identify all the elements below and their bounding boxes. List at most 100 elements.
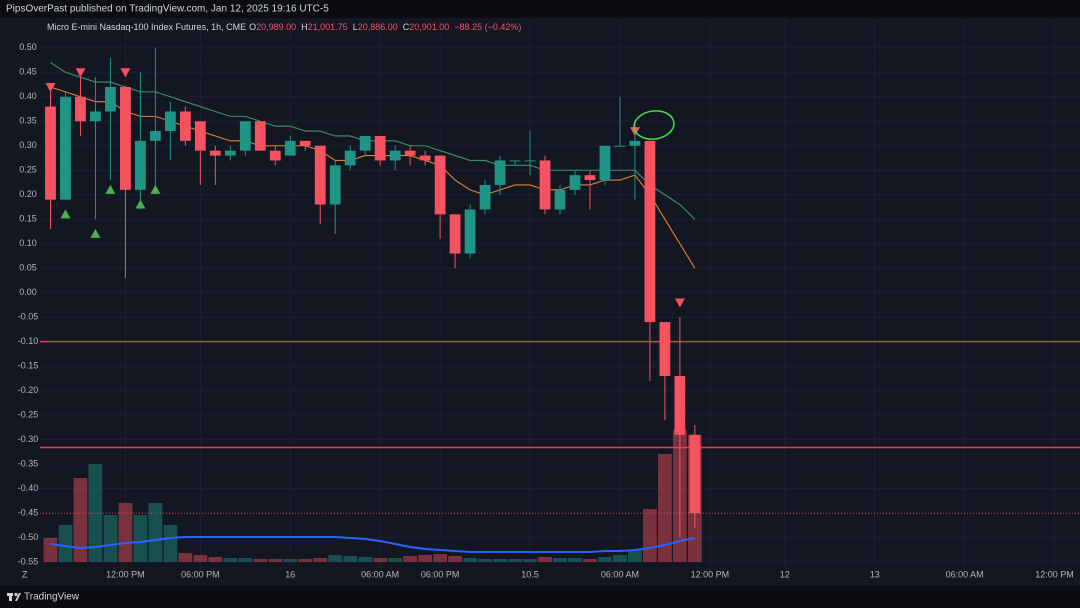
volume-bar [598,557,612,562]
y-tick-label: -0.50 [18,532,39,542]
volume-bar [433,554,448,562]
volume-bar [43,538,58,562]
x-tick-label: 12 [780,569,790,579]
footer-brand: TradingView [24,592,80,603]
volume-bar [193,555,208,562]
x-tick-label: 06:00 PM [421,569,460,579]
volume-bar [553,558,567,562]
x-tick-label: 13 [870,569,880,579]
scale-icon: Z [22,569,28,579]
candle-body [194,121,206,151]
y-tick-label: 0.15 [19,214,37,224]
x-tick-label: 12:00 PM [1035,569,1074,579]
legend-item-value: 20,901.00 [409,22,449,32]
y-tick-label: 0.35 [19,116,37,126]
y-tick-label: -0.15 [18,361,39,371]
candle-body [239,121,251,151]
volume-bar [223,558,238,562]
candle-body [269,150,281,161]
candle-body [629,140,641,146]
sell-signal [674,298,685,308]
buy-signal [60,209,71,219]
volume-bar [493,559,507,562]
candle-body [584,175,596,181]
volume-ma-line [50,536,696,553]
volume-bar [463,558,477,562]
y-tick-label: -0.10 [18,336,39,346]
sell-signal [644,234,655,244]
y-tick-label: 0.10 [19,238,37,248]
volume-bar [628,550,642,562]
sell-signal [45,82,56,92]
volume-bar [133,515,148,562]
volume-bar [283,559,298,562]
x-tick-label: 12:00 PM [691,569,730,579]
x-tick-label: 06:00 AM [601,569,639,579]
legend-symbol: Micro E-mini Nasdaq-100 Index Futures, 1… [47,22,246,32]
volume-bar [568,558,582,562]
candle-body [60,96,71,200]
x-tick-label: 16 [285,569,295,579]
volume-bar [388,558,403,562]
hand-drawn-circle [633,110,675,140]
y-tick-label: -0.30 [18,434,39,444]
candle-body [464,209,476,254]
footer-logo [7,592,21,601]
volume-bar [448,556,462,562]
x-tick-label: 12:00 PM [106,569,145,579]
candle-body [494,160,506,185]
x-tick-label: 10.5 [521,569,539,579]
candle-body [374,135,386,161]
volume-bar [88,464,103,562]
legend-item-label: L [353,22,358,32]
x-tick-label: 06:00 PM [181,569,220,579]
volume-bar [178,553,193,562]
volume-bar [208,557,223,562]
buy-signal [105,184,116,194]
volume-bar [118,503,133,562]
buy-signal [150,184,161,194]
volume-bar [358,557,373,562]
volume-bar [478,559,492,562]
y-tick-label: -0.25 [18,410,39,420]
ma-line [50,86,696,269]
candle-body [689,434,701,514]
volume-bar [253,559,268,562]
volume-bar [298,559,313,562]
candle-body [254,121,266,151]
buy-signal [135,199,146,209]
volume-bar [403,556,418,562]
candle-body [524,160,536,162]
volume-bar [313,558,328,562]
y-tick-label: -0.55 [18,556,39,566]
candle-body [120,86,131,190]
sell-signal [75,68,86,78]
candle-body [404,150,416,156]
volume-bar [58,525,73,562]
y-tick-label: 0.30 [19,140,37,150]
candle-body [344,150,356,166]
y-tick-label: -0.45 [18,507,39,517]
candle-body [209,150,221,156]
volume-bar [73,478,88,562]
sell-signal [120,68,131,78]
candle-body [644,140,656,323]
footer-bar [0,586,1080,608]
legend-item-value: 20,886.00 [358,22,398,32]
candle-body [75,96,86,122]
volume-bar [373,558,388,562]
y-tick-label: 0.00 [19,287,37,297]
candle-body [314,145,326,205]
volume-bar [538,557,552,562]
volume-bar [328,555,343,562]
x-tick-label: 06:00 AM [361,569,399,579]
candle-body [554,189,566,210]
legend: Micro E-mini Nasdaq-100 Index Futures, 1… [47,22,521,32]
volume-bar [643,509,657,562]
candle-body [614,145,626,147]
candle-body [329,165,341,205]
legend-item-value: 21,001.75 [308,22,348,32]
y-tick-label: -0.35 [18,459,39,469]
y-tick-label: 0.05 [19,263,37,273]
